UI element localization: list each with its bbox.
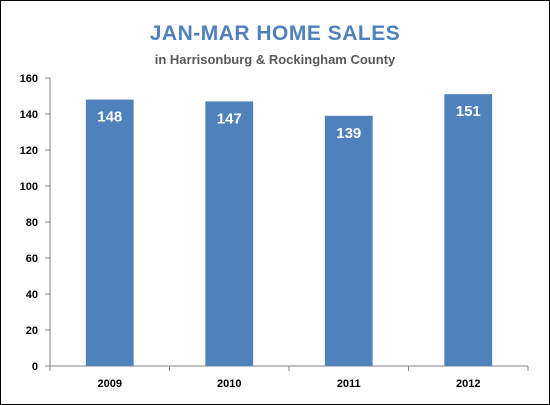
x-tick-label-2010: 2010 (217, 378, 241, 390)
bar-2011 (324, 115, 373, 366)
y-tick-label: 20 (26, 325, 38, 337)
x-axis: 2009 2010 2011 2012 (49, 365, 529, 390)
y-tick-label: 160 (20, 73, 38, 85)
y-tick-label: 100 (20, 181, 38, 193)
x-tick-label-2011: 2011 (337, 378, 361, 390)
y-tick-label: 80 (26, 217, 38, 229)
chart-subtitle: in Harrisonburg & Rockingham County (154, 52, 396, 67)
data-labels: 148 147 139 151 (97, 103, 481, 142)
y-tick-label: 60 (26, 253, 38, 265)
y-axis: 0 20 40 60 80 100 120 140 160 (20, 73, 51, 373)
data-label-2011: 139 (336, 125, 361, 142)
x-tick-label-2012: 2012 (456, 378, 480, 390)
data-label-2010: 147 (217, 110, 242, 127)
y-tick-label: 120 (20, 145, 38, 157)
bar-2012 (444, 94, 493, 366)
chart-title: JAN-MAR HOME SALES (149, 22, 401, 45)
x-tick-label-2009: 2009 (98, 378, 122, 390)
y-tick-label: 40 (26, 289, 38, 301)
bars (85, 94, 493, 367)
bar-2009 (85, 99, 134, 366)
y-tick-label: 0 (32, 361, 38, 373)
data-label-2012: 151 (456, 103, 481, 120)
y-tick-label: 140 (20, 109, 38, 121)
bar-2010 (205, 101, 254, 367)
data-label-2009: 148 (97, 109, 122, 126)
